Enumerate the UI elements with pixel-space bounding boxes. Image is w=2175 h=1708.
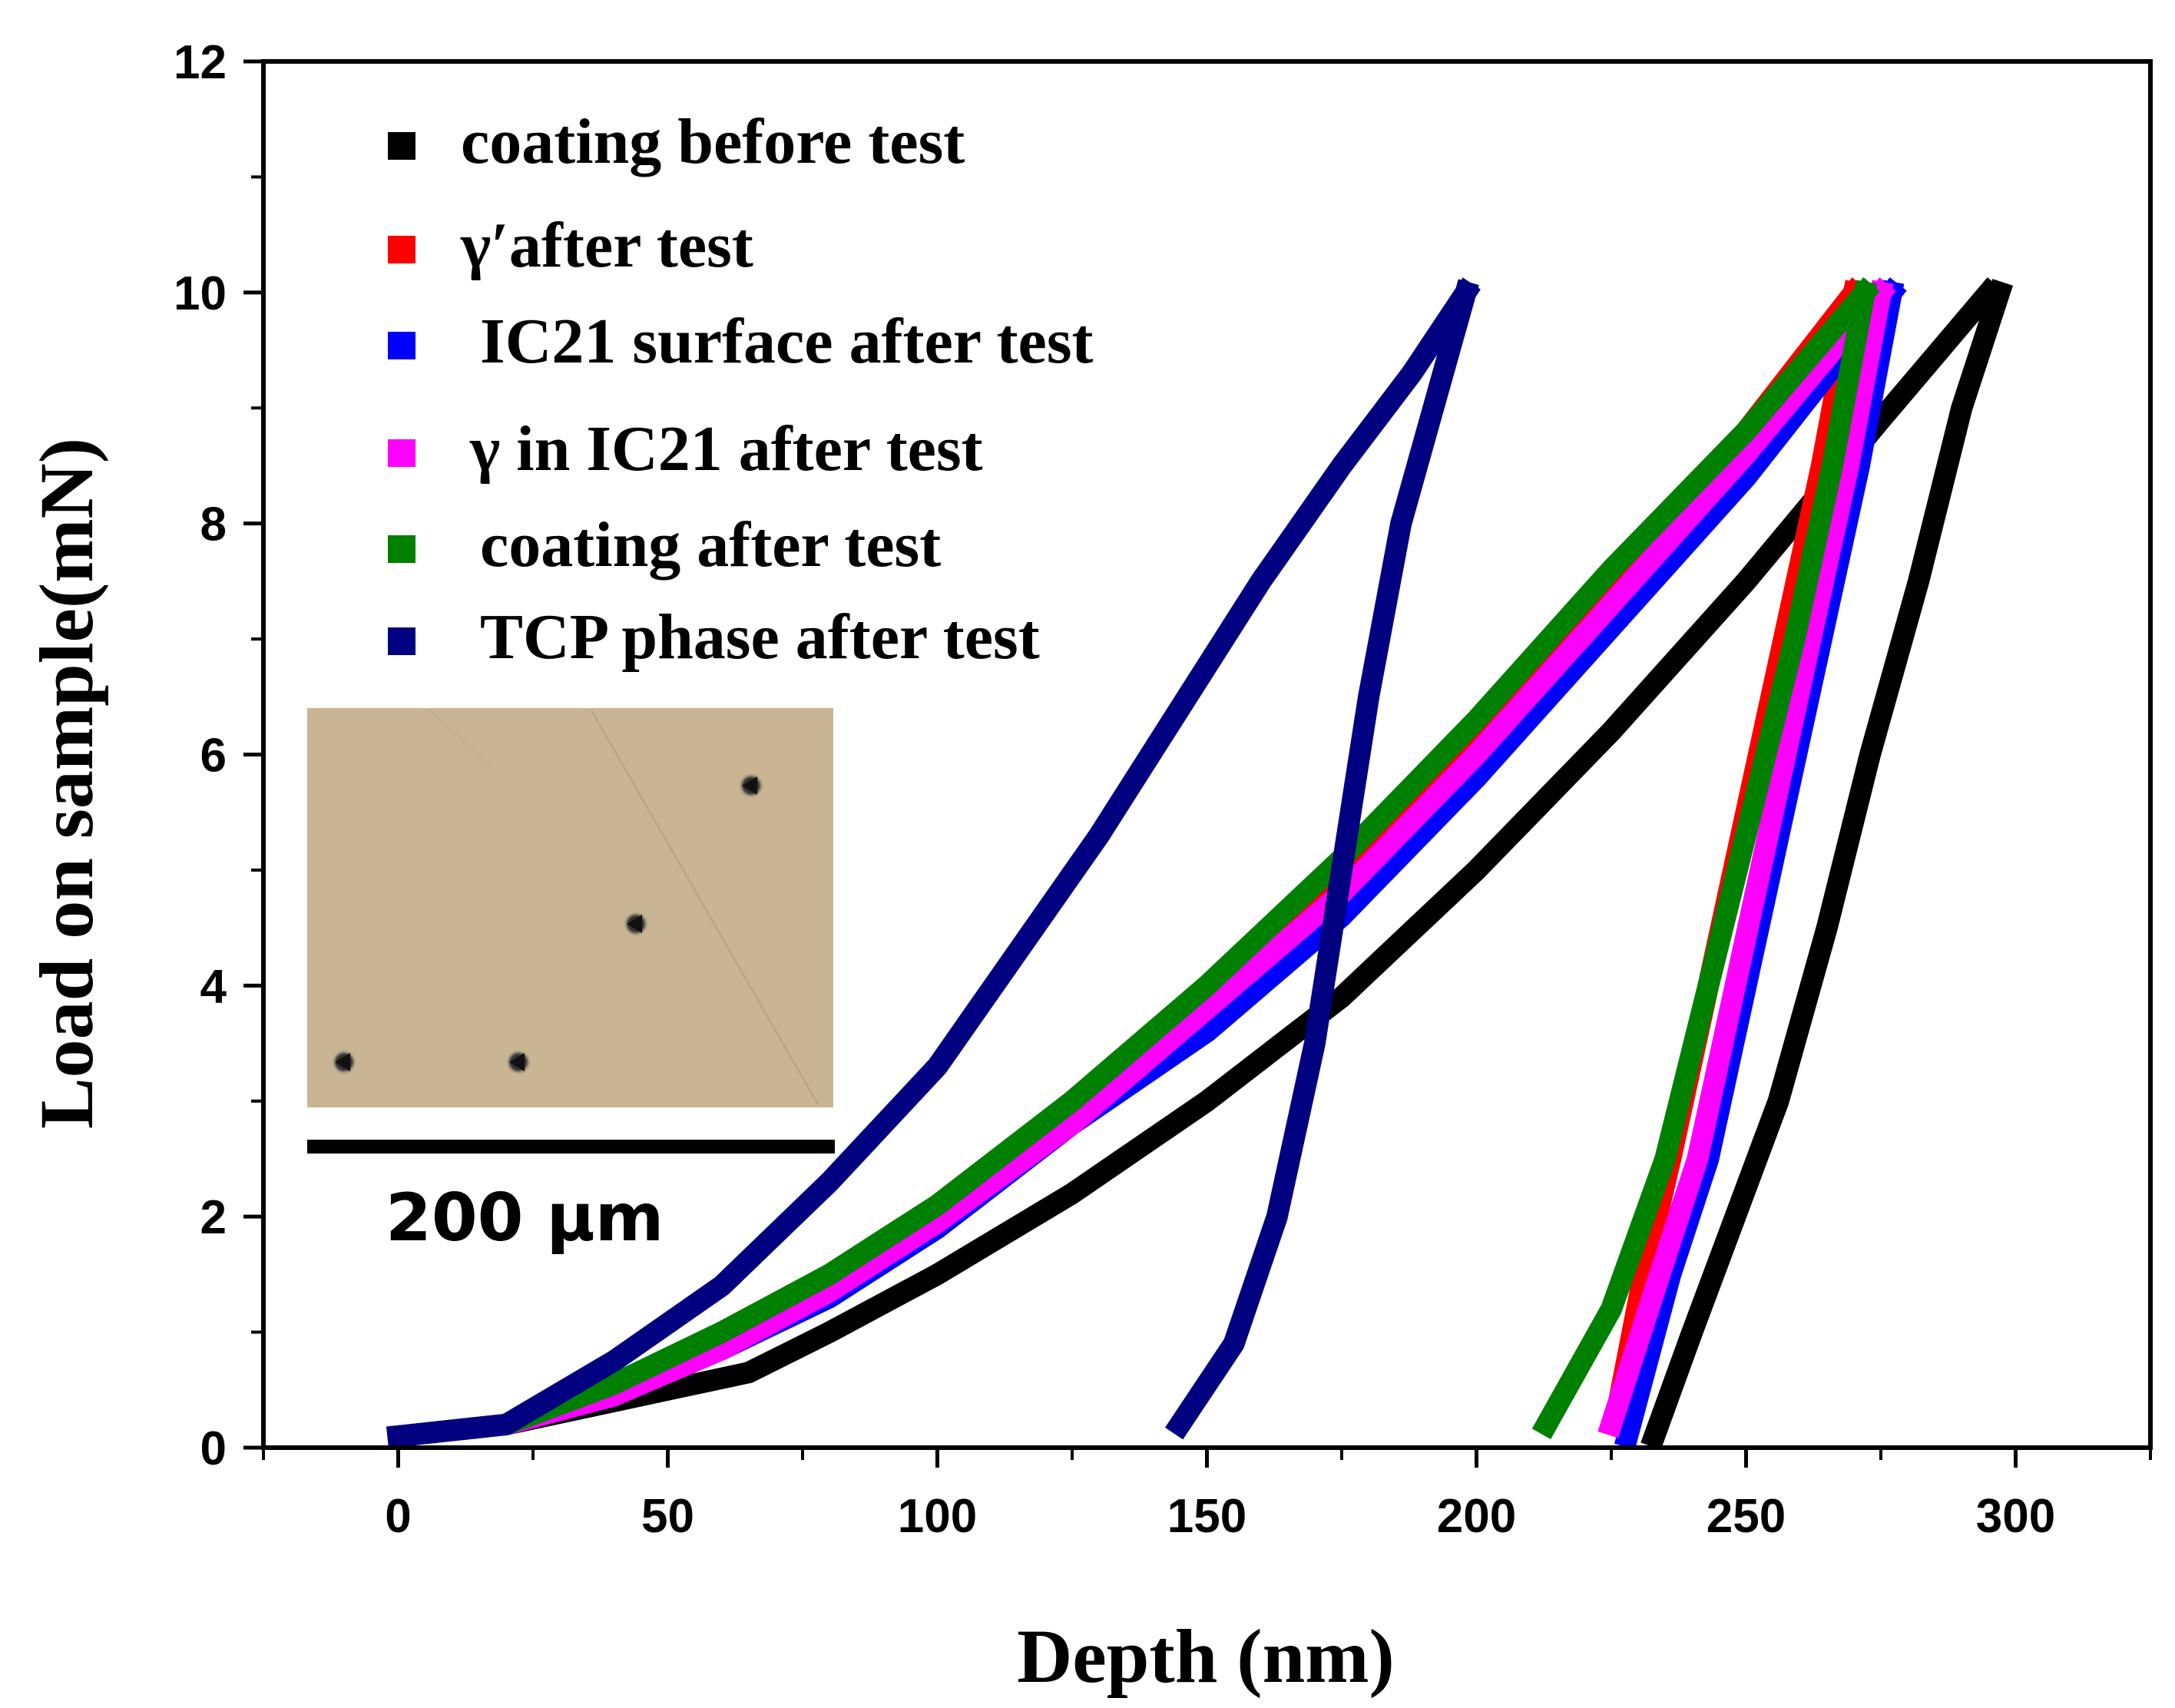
- series-line-unloading-tcp-phase-after-test: [1164, 279, 1479, 1440]
- indent-mark: [331, 1049, 357, 1075]
- series-line-unloading-coating-after-test: [1531, 280, 1878, 1439]
- y-axis-title: Load on sample(mN): [24, 438, 109, 1129]
- legend-label: γ′after test: [460, 210, 753, 281]
- legend: coating before test γ′after test IC21 surf…: [388, 106, 1094, 673]
- x-axis: 0 50 100 150 200 250 300: [262, 1448, 2152, 1543]
- y-tick-label: 8: [200, 498, 227, 551]
- series-line-loading-tcp-phase-after-test: [386, 277, 1481, 1448]
- x-tick-label: 0: [385, 1490, 411, 1543]
- series-coating-after-test: [386, 277, 1880, 1448]
- legend-label: coating after test: [480, 509, 941, 581]
- legend-swatch: [388, 332, 415, 359]
- x-tick-label: 250: [1707, 1490, 1786, 1543]
- series-line-loading-in-ic21-after-test: [386, 277, 1896, 1448]
- x-tick-label: 100: [898, 1490, 977, 1543]
- legend-swatch: [388, 439, 415, 467]
- y-tick-label: 0: [200, 1422, 227, 1475]
- legend-swatch: [388, 627, 415, 655]
- series-line-unloading-in-ic21-after-test: [1597, 280, 1894, 1438]
- indent-mark: [623, 911, 649, 937]
- micrograph-scratch: [429, 710, 492, 769]
- series-layer: [386, 277, 2014, 1450]
- legend-label: coating before test: [461, 106, 965, 177]
- y-axis: 0 2 4 6 8 10 12: [174, 36, 263, 1475]
- y-tick-label: 12: [174, 36, 227, 89]
- x-tick-label: 200: [1437, 1490, 1516, 1543]
- series-line-loading-coating-after-test: [386, 277, 1880, 1448]
- legend-label: TCP phase after test: [480, 601, 1040, 673]
- legend-swatch: [388, 236, 415, 263]
- legend-swatch: [388, 535, 415, 563]
- legend-swatch: [388, 132, 415, 160]
- y-tick-label: 2: [200, 1191, 227, 1244]
- series-in-ic21-after-test: [386, 277, 1896, 1448]
- scale-bar: [307, 1140, 835, 1154]
- x-axis-title: Depth (nm): [1017, 1614, 1395, 1699]
- y-tick-label: 10: [174, 267, 227, 320]
- plot-area: 0 50 100 150 200 250 300 0 2 4 6 8 10 12: [174, 36, 2153, 1543]
- x-tick-label: 50: [641, 1490, 694, 1543]
- y-tick-label: 6: [200, 730, 227, 783]
- legend-label: γ in IC21 after test: [469, 413, 983, 485]
- legend-label: IC21 surface after test: [480, 306, 1094, 377]
- indent-mark: [738, 773, 764, 799]
- series-line-unloading-coating-before-test: [1640, 279, 2014, 1450]
- scale-bar-label: 200 μm: [386, 1180, 664, 1256]
- inset-micrograph: 200 μm: [307, 708, 835, 1256]
- micrograph-background: [307, 708, 833, 1107]
- series-tcp-phase-after-test: [386, 277, 1481, 1448]
- x-tick-label: 300: [1976, 1490, 2055, 1543]
- micrograph-scratch: [590, 710, 819, 1105]
- y-tick-label: 4: [200, 960, 227, 1013]
- x-tick-label: 150: [1167, 1490, 1246, 1543]
- indent-mark: [505, 1049, 531, 1075]
